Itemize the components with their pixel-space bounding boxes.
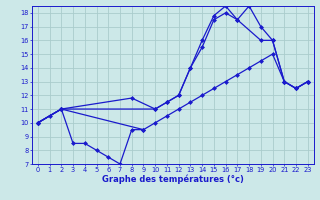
X-axis label: Graphe des températures (°c): Graphe des températures (°c) bbox=[102, 175, 244, 184]
